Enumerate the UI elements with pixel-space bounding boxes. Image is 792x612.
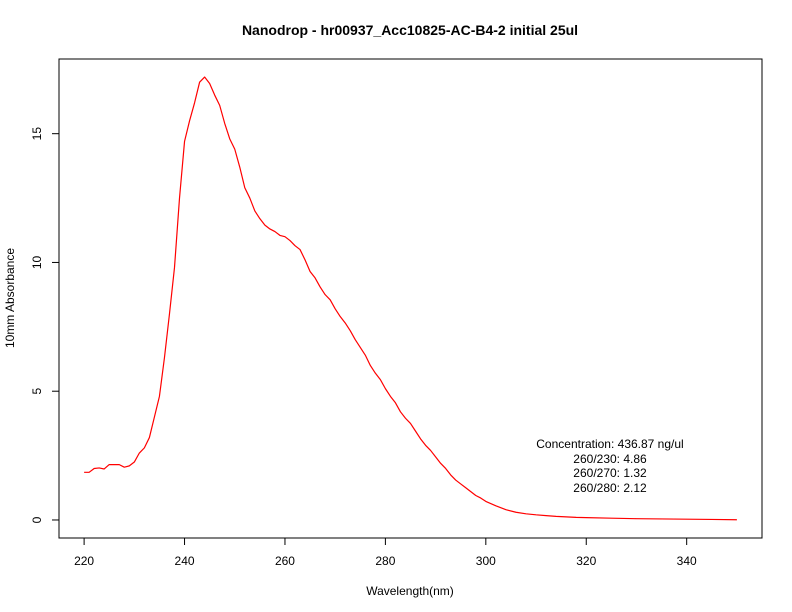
y-tick-label: 15	[30, 127, 44, 141]
x-tick-label: 280	[375, 554, 395, 568]
chart-title: Nanodrop - hr00937_Acc10825-AC-B4-2 init…	[242, 22, 578, 38]
y-tick-label: 0	[30, 516, 44, 523]
measurement-annotation: Concentration: 436.87 ng/ul 260/230: 4.8…	[536, 437, 683, 495]
absorbance-series-line	[84, 76, 737, 521]
x-tick-label: 300	[476, 554, 496, 568]
plot-frame	[58, 58, 763, 539]
ratio-260-270-text: 260/270: 1.32	[573, 466, 647, 480]
ratio-260-230-text: 260/230: 4.86	[573, 452, 647, 466]
x-tick-label: 220	[74, 554, 94, 568]
y-axis-label: 10mm Absorbance	[3, 248, 17, 348]
y-tick-label: 10	[30, 255, 44, 269]
x-tick-label: 340	[677, 554, 697, 568]
x-tick-label: 320	[576, 554, 596, 568]
ratio-260-280-text: 260/280: 2.12	[573, 481, 647, 495]
y-tick-label: 5	[30, 388, 44, 395]
y-axis: 0 5 10 15	[30, 127, 59, 523]
x-axis-label: Wavelength(nm)	[366, 584, 454, 598]
concentration-text: Concentration: 436.87 ng/ul	[536, 437, 683, 451]
x-tick-label: 260	[275, 554, 295, 568]
x-axis: 220 240 260 280 300 320 340	[74, 538, 697, 568]
x-tick-label: 240	[175, 554, 195, 568]
